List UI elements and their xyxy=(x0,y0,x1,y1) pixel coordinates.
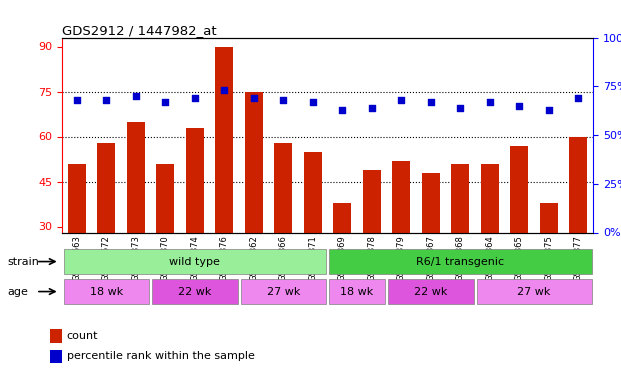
Point xyxy=(573,95,583,101)
FancyBboxPatch shape xyxy=(63,249,326,274)
Bar xyxy=(451,164,469,316)
Bar xyxy=(510,146,528,316)
Text: 27 wk: 27 wk xyxy=(517,286,551,297)
Text: percentile rank within the sample: percentile rank within the sample xyxy=(66,351,255,361)
Bar xyxy=(50,329,62,343)
Text: 18 wk: 18 wk xyxy=(340,286,374,297)
Point xyxy=(249,95,259,101)
Bar xyxy=(215,46,233,316)
Point xyxy=(367,105,377,111)
Bar xyxy=(245,92,263,316)
Bar xyxy=(50,350,62,363)
Point xyxy=(72,97,82,103)
Bar xyxy=(392,160,410,316)
Text: 18 wk: 18 wk xyxy=(89,286,123,297)
Text: 27 wk: 27 wk xyxy=(266,286,300,297)
Bar xyxy=(127,122,145,316)
Point xyxy=(455,105,465,111)
FancyBboxPatch shape xyxy=(240,279,326,304)
Bar xyxy=(569,136,587,316)
Point xyxy=(308,99,318,105)
Text: R6/1 transgenic: R6/1 transgenic xyxy=(416,256,504,267)
FancyBboxPatch shape xyxy=(152,279,238,304)
Bar xyxy=(274,142,292,316)
FancyBboxPatch shape xyxy=(388,279,474,304)
Text: strain: strain xyxy=(7,257,39,267)
Bar xyxy=(304,152,322,316)
Text: age: age xyxy=(7,287,29,297)
Bar xyxy=(481,164,499,316)
FancyBboxPatch shape xyxy=(329,249,592,274)
FancyBboxPatch shape xyxy=(476,279,592,304)
FancyBboxPatch shape xyxy=(63,279,149,304)
Bar xyxy=(540,202,558,316)
Bar xyxy=(422,172,440,316)
Bar xyxy=(68,164,86,316)
Bar xyxy=(97,142,115,316)
FancyBboxPatch shape xyxy=(329,279,385,304)
Text: 22 wk: 22 wk xyxy=(414,286,448,297)
Point xyxy=(396,97,406,103)
Text: wild type: wild type xyxy=(170,256,220,267)
Point xyxy=(485,99,495,105)
Point xyxy=(337,106,347,112)
Text: 22 wk: 22 wk xyxy=(178,286,212,297)
Point xyxy=(131,93,141,99)
Text: count: count xyxy=(66,331,98,341)
Point xyxy=(426,99,436,105)
Point xyxy=(190,95,200,101)
Point xyxy=(219,87,229,93)
Bar xyxy=(186,128,204,316)
Bar xyxy=(363,170,381,316)
Bar xyxy=(333,202,351,316)
Point xyxy=(514,103,524,109)
Bar xyxy=(156,164,174,316)
Point xyxy=(160,99,170,105)
Text: GDS2912 / 1447982_at: GDS2912 / 1447982_at xyxy=(62,24,217,38)
Point xyxy=(544,106,554,112)
Point xyxy=(278,97,288,103)
Point xyxy=(101,97,111,103)
